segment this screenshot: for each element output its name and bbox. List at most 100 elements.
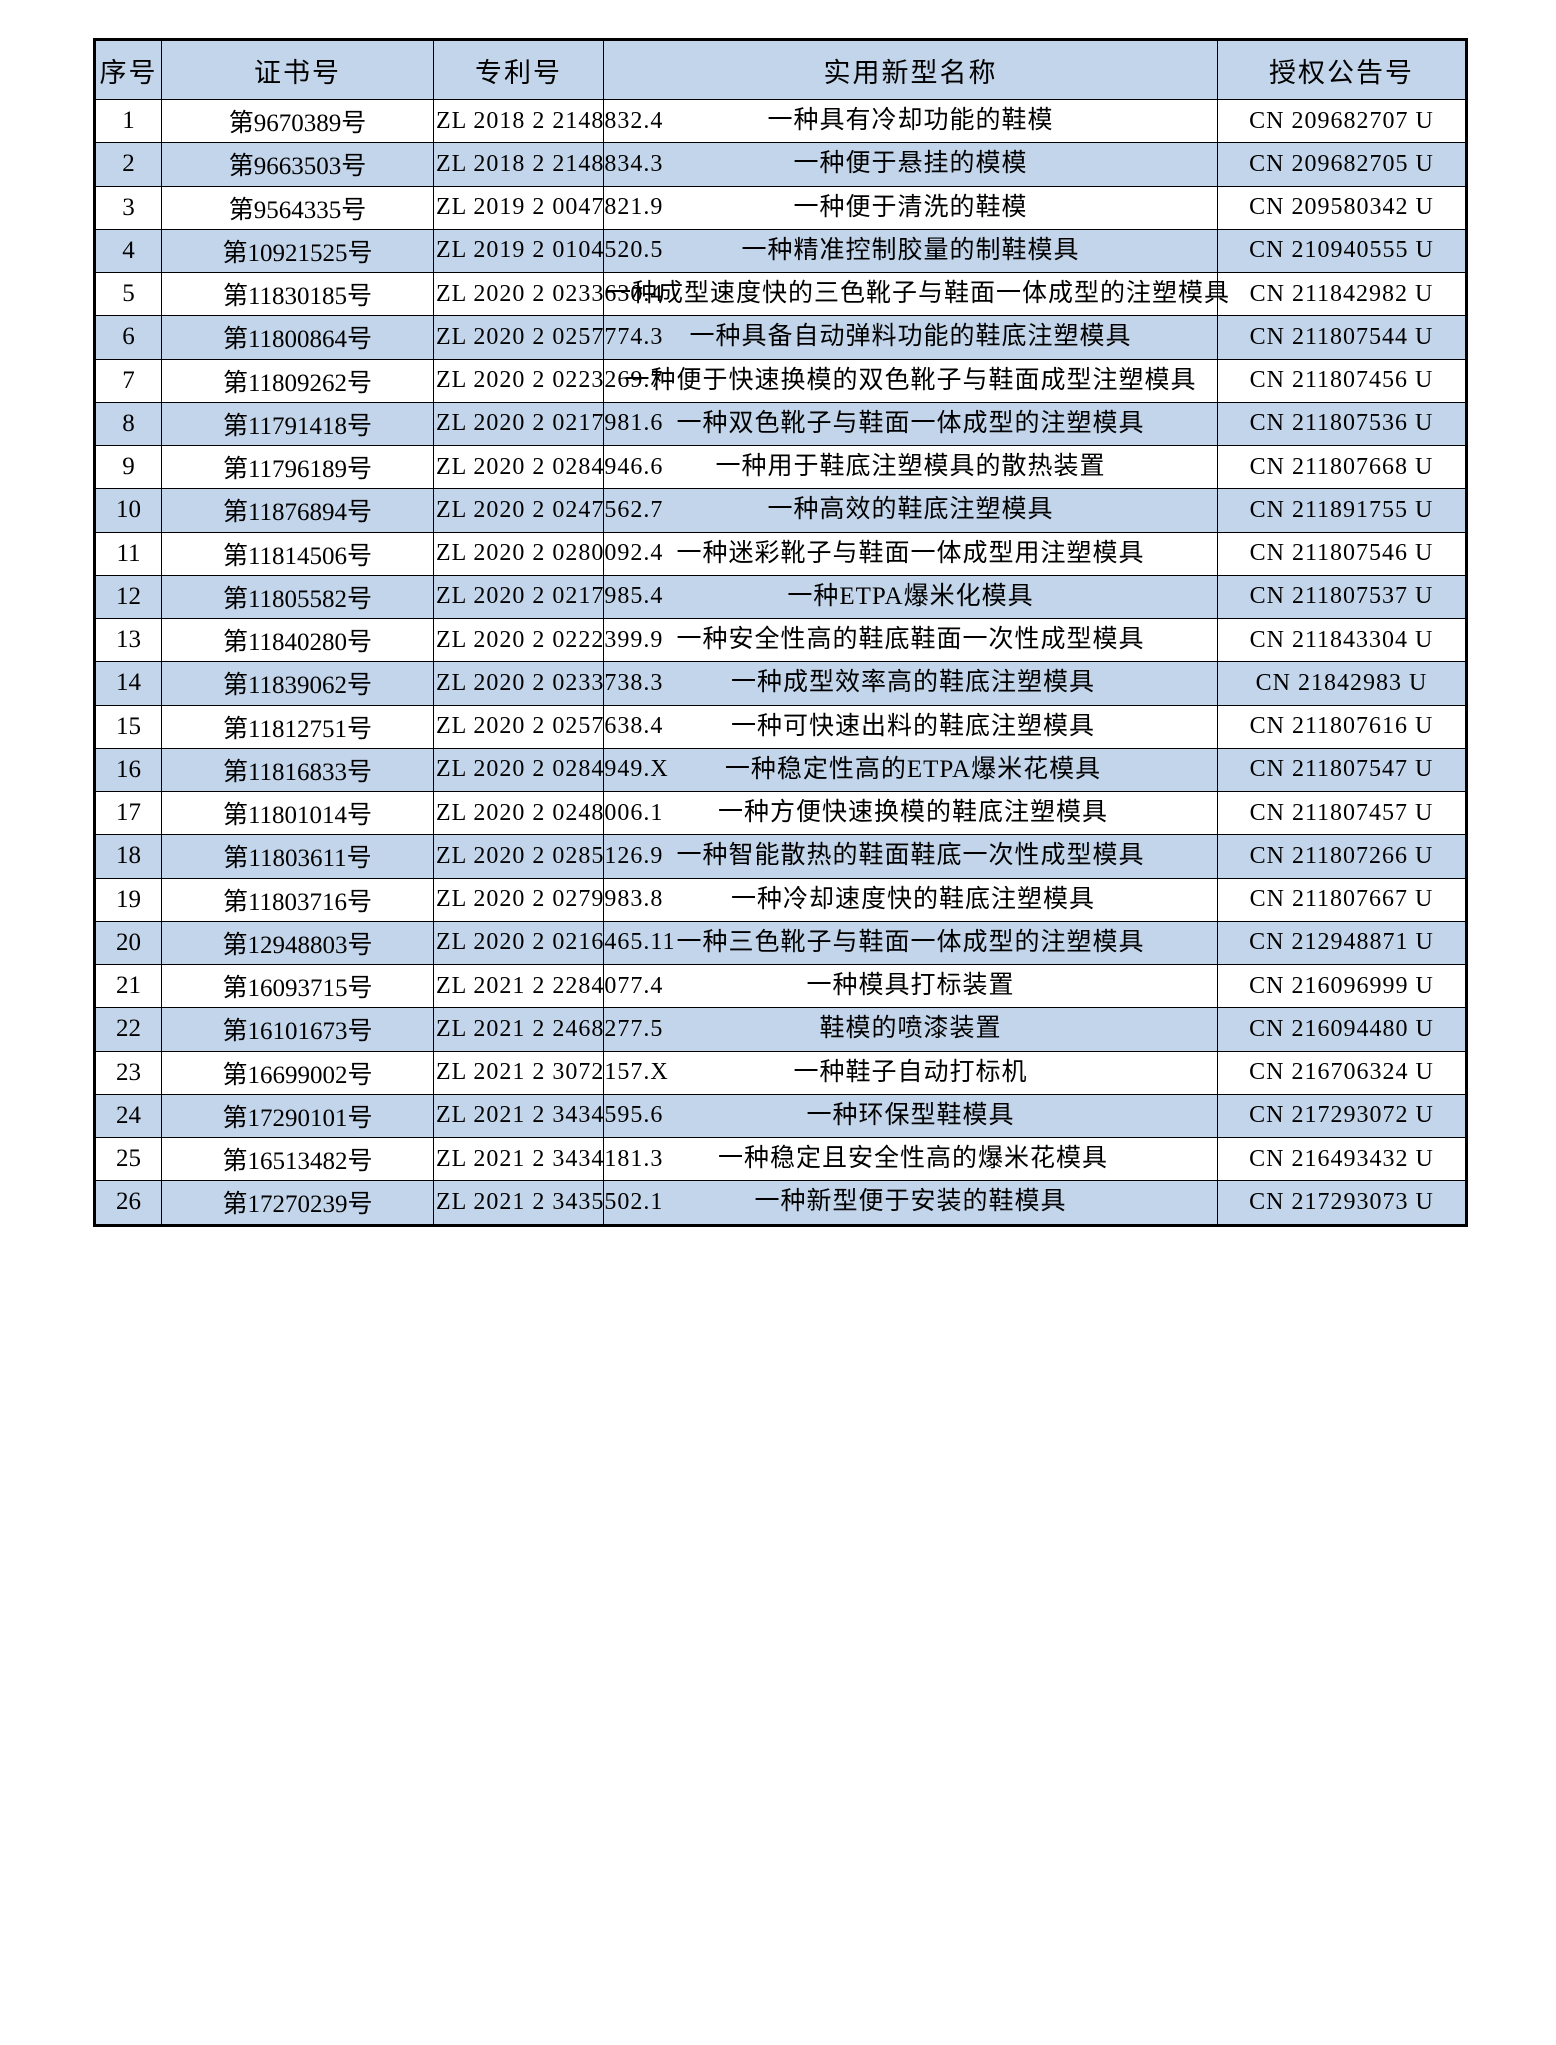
table-cell-publication-number: CN 211807537 U	[1217, 574, 1467, 620]
utility-model-name-text: 一种高效的鞋底注塑模具	[767, 496, 1054, 524]
table-cell-utility-model-name: 一种新型便于安装的鞋模具	[603, 1180, 1218, 1226]
table-cell-publication-number: CN 211807546 U	[1217, 531, 1467, 576]
table-cell-publication-number: CN 211807456 U	[1217, 358, 1467, 403]
table-row: 4 第10921525号 ZL 2019 2 0104520.5 一种精准控制胶量的制…	[94, 228, 1467, 274]
table-cell-publication-number: CN 211807457 U	[1217, 790, 1467, 836]
table-cell-utility-model-name: 一种可快速出料的鞋底注塑模具	[603, 704, 1218, 749]
table-row: 18 第11803611号 ZL 2020 2 0285126.9 一种智能散热的鞋面…	[94, 834, 1467, 879]
table-cell-publication-number: CN 217293073 U	[1217, 1180, 1467, 1226]
utility-model-name-text: 一种稳定性高的ETPA爆米花模具	[724, 755, 1102, 783]
table-cell-publication-number: CN 211843304 U	[1217, 617, 1467, 663]
table-cell-patent-number: ZL 2021 2 2284077.4	[433, 963, 662, 1009]
table-cell-patent-number: ZL 2020 2 0247562.7	[433, 488, 662, 533]
column-header-utility-model-name: 实用新型名称	[603, 39, 1218, 100]
table-cell-certificate-number: 第11801014号	[161, 790, 434, 836]
table-cell-publication-number: CN 216096999 U	[1217, 963, 1467, 1009]
table-cell-utility-model-name: 一种便于清洗的鞋模	[603, 185, 1218, 230]
table-cell-utility-model-name: 一种冷却速度快的鞋底注塑模具	[603, 877, 1218, 922]
table-cell-patent-number: ZL 2020 2 0223269.7	[433, 358, 662, 403]
utility-model-name-text: 一种便于快速换模的双色靴子与鞋面成型注塑模具	[624, 366, 1197, 394]
table-cell-utility-model-name: 一种精准控制胶量的制鞋模具	[603, 228, 1218, 274]
table-cell-publication-number: CN 212948871 U	[1217, 920, 1467, 966]
table-row: 9 第11796189号 ZL 2020 2 0284946.6 一种用于鞋底注塑模具…	[94, 444, 1467, 490]
table-cell-utility-model-name: 一种稳定性高的ETPA爆米花模具	[603, 747, 1218, 793]
table-cell-seq: 6	[94, 315, 162, 360]
table-cell-patent-number: ZL 2020 2 0217981.6	[433, 401, 662, 447]
table-row: 26 第17270239号 ZL 2021 2 3435502.1 一种新型便于安装的…	[94, 1180, 1467, 1226]
table-cell-patent-number: ZL 2020 2 0285126.9	[433, 834, 662, 879]
table-cell-patent-number: ZL 2020 2 0284946.6	[433, 444, 662, 490]
table-cell-publication-number: CN 209682707 U	[1217, 98, 1467, 144]
table-cell-certificate-number: 第11814506号	[161, 531, 434, 576]
table-cell-publication-number: CN 209682705 U	[1217, 142, 1467, 187]
table-cell-utility-model-name: 一种方便快速换模的鞋底注塑模具	[603, 790, 1218, 836]
table-cell-certificate-number: 第11805582号	[161, 574, 434, 620]
table-cell-certificate-number: 第11876894号	[161, 488, 434, 533]
utility-model-name-text: 一种成型速度快的三色靴子与鞋面一体成型的注塑模具	[606, 280, 1231, 307]
table-cell-seq: 10	[94, 488, 162, 533]
table-row: 5 第11830185号 ZL 2020 2 0233630.4 一种成型速度快的三色…	[94, 271, 1467, 317]
table-cell-seq: 23	[94, 1050, 162, 1095]
table-cell-publication-number: CN 211807544 U	[1217, 315, 1467, 360]
table-cell-certificate-number: 第11839062号	[161, 661, 434, 706]
table-cell-publication-number: CN 211807536 U	[1217, 401, 1467, 447]
table-cell-seq: 11	[94, 531, 162, 576]
table-cell-utility-model-name: 一种稳定且安全性高的爆米花模具	[603, 1136, 1218, 1182]
table-row: 21 第16093715号 ZL 2021 2 2284077.4 一种模具打标装置 C…	[94, 963, 1467, 1009]
table-cell-patent-number: ZL 2020 2 0233630.4	[433, 271, 662, 317]
table-body: 1 第9670389号 ZL 2018 2 2148832.4 一种具有冷却功能的鞋模…	[94, 98, 1467, 1226]
table-cell-seq: 15	[94, 704, 162, 749]
column-header-seq: 序号	[94, 39, 162, 100]
table-cell-seq: 9	[94, 444, 162, 490]
column-header-publication-number: 授权公告号	[1217, 39, 1467, 100]
table-cell-certificate-number: 第17270239号	[161, 1180, 434, 1226]
table-cell-patent-number: ZL 2018 2 2148834.3	[433, 142, 662, 187]
table-cell-certificate-number: 第16513482号	[161, 1136, 434, 1182]
table-cell-utility-model-name: 一种迷彩靴子与鞋面一体成型用注塑模具	[603, 531, 1218, 576]
utility-model-name-text: 一种具备自动弹料功能的鞋底注塑模具	[689, 323, 1132, 351]
utility-model-name-text: 一种精准控制胶量的制鞋模具	[741, 236, 1080, 264]
table-cell-certificate-number: 第11803716号	[161, 877, 434, 922]
table-cell-utility-model-name: 一种双色靴子与鞋面一体成型的注塑模具	[603, 401, 1218, 447]
table-cell-patent-number: ZL 2020 2 0279983.8	[433, 877, 662, 922]
table-cell-utility-model-name: 一种模具打标装置	[603, 963, 1218, 1009]
table-cell-utility-model-name: 一种成型速度快的三色靴子与鞋面一体成型的注塑模具	[603, 271, 1231, 317]
table-row: 12 第11805582号 ZL 2020 2 0217985.4 一种ETPA爆米化…	[94, 574, 1467, 620]
table-row: 19 第11803716号 ZL 2020 2 0279983.8 一种冷却速度快的鞋…	[94, 877, 1467, 922]
table-cell-certificate-number: 第9663503号	[161, 142, 434, 187]
table-row: 10 第11876894号 ZL 2020 2 0247562.7 一种高效的鞋底注塑…	[94, 488, 1467, 533]
table-cell-seq: 1	[94, 98, 162, 144]
table-row: 25 第16513482号 ZL 2021 2 3434181.3 一种稳定且安全性高…	[94, 1136, 1467, 1182]
utility-model-name-text: 鞋模的喷漆装置	[819, 1015, 1002, 1043]
table-cell-publication-number: CN 211842982 U	[1217, 271, 1467, 317]
table-header-row: 序号 证书号 专利号 实用新型名称 授权公告号	[94, 39, 1467, 100]
table-cell-seq: 21	[94, 963, 162, 1009]
table-row: 1 第9670389号 ZL 2018 2 2148832.4 一种具有冷却功能的鞋模…	[94, 98, 1467, 144]
table-cell-patent-number: ZL 2020 2 0257638.4	[433, 704, 662, 749]
table-cell-certificate-number: 第16699002号	[161, 1050, 434, 1095]
table-cell-publication-number: CN 21842983 U	[1217, 661, 1467, 706]
utility-model-name-text: 一种智能散热的鞋面鞋底一次性成型模具	[676, 842, 1145, 870]
table-row: 7 第11809262号 ZL 2020 2 0223269.7 一种便于快速换模的双…	[94, 358, 1467, 403]
utility-model-name-text: 一种新型便于安装的鞋模具	[754, 1188, 1067, 1216]
table-cell-utility-model-name: 一种便于快速换模的双色靴子与鞋面成型注塑模具	[603, 358, 1218, 403]
utility-model-name-text: 一种稳定且安全性高的爆米花模具	[717, 1145, 1108, 1172]
table-cell-publication-number: CN 209580342 U	[1217, 185, 1467, 230]
table-cell-seq: 26	[94, 1180, 162, 1226]
utility-model-name-text: 一种用于鞋底注塑模具的散热装置	[715, 453, 1106, 480]
table-cell-patent-number: ZL 2019 2 0047821.9	[433, 185, 662, 230]
table-cell-certificate-number: 第11800864号	[161, 315, 434, 360]
table-cell-certificate-number: 第11809262号	[161, 358, 434, 403]
utility-model-name-text: 一种成型效率高的鞋底注塑模具	[730, 669, 1095, 697]
table-row: 13 第11840280号 ZL 2020 2 0222399.9 一种安全性高的鞋底…	[94, 617, 1467, 663]
table-cell-publication-number: CN 211891755 U	[1217, 488, 1467, 533]
table-cell-seq: 3	[94, 185, 162, 230]
table-cell-patent-number: ZL 2021 2 3072157.X	[433, 1050, 668, 1095]
table-cell-utility-model-name: 一种鞋子自动打标机	[603, 1050, 1218, 1095]
table-cell-utility-model-name: 一种用于鞋底注塑模具的散热装置	[603, 444, 1218, 490]
table-cell-publication-number: CN 216493432 U	[1217, 1136, 1467, 1182]
table-cell-certificate-number: 第11803611号	[161, 834, 434, 879]
table-cell-seq: 2	[94, 142, 162, 187]
table-cell-certificate-number: 第11830185号	[161, 271, 434, 317]
